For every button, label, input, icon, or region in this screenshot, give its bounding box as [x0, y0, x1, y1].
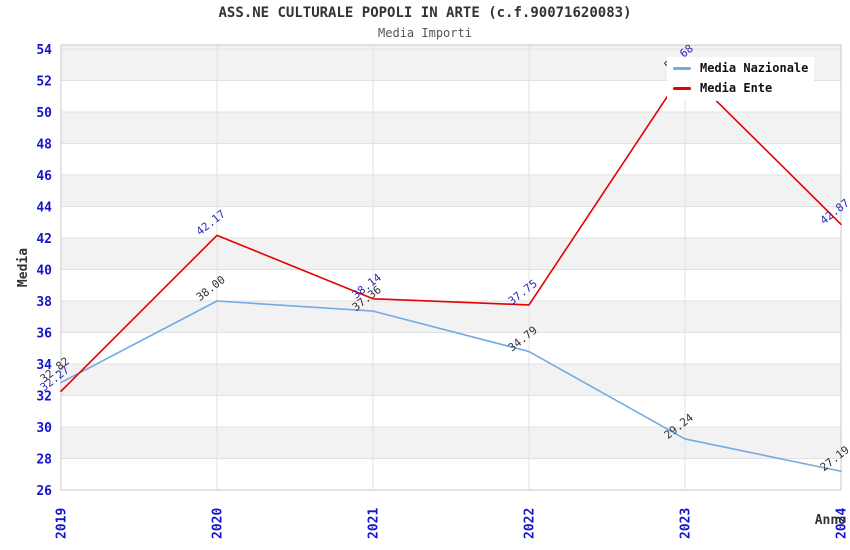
y-tick-label: 48 [36, 138, 52, 153]
y-axis-title: Media [16, 248, 31, 287]
plot-band [61, 238, 841, 270]
legend-label-media-nazionale: Media Nazionale [700, 61, 809, 75]
y-tick-label: 54 [36, 43, 52, 58]
x-tick-label: 2022 [523, 508, 538, 539]
y-tick-label: 38 [36, 295, 52, 310]
plot-band [61, 301, 841, 333]
plot-band [61, 364, 841, 396]
chart-title: ASS.NE CULTURALE POPOLI IN ARTE (c.f.900… [218, 5, 632, 21]
y-tick-label: 46 [36, 169, 52, 184]
media-ente-line-swatch [673, 86, 691, 90]
y-tick-label: 30 [36, 421, 52, 436]
y-tick-label: 32 [36, 390, 52, 405]
y-tick-label: 36 [36, 327, 52, 342]
x-tick-label: 2024 [835, 508, 850, 539]
media-nazionale-line-swatch [673, 66, 691, 70]
x-tick-label: 2019 [55, 508, 70, 539]
y-tick-label: 26 [36, 484, 52, 499]
legend: Media Nazionale Media Ente [667, 57, 815, 101]
y-tick-label: 40 [36, 264, 52, 279]
plot-band [61, 112, 841, 144]
plot-band [61, 427, 841, 459]
y-tick-label: 28 [36, 453, 52, 468]
y-tick-label: 42 [36, 232, 52, 247]
series-line-media-nazionale[interactable] [60, 300, 842, 473]
legend-item-media-nazionale[interactable]: Media Nazionale [673, 58, 809, 78]
data-label: 42.17 [194, 207, 228, 238]
plot-border [60, 44, 842, 491]
y-tick-label: 34 [36, 358, 52, 373]
legend-label-media-ente: Media Ente [700, 81, 773, 95]
y-tick-label: 52 [36, 75, 52, 90]
y-tick-label: 44 [36, 201, 52, 216]
x-tick-label: 2020 [211, 508, 226, 539]
data-label: 38.00 [194, 273, 228, 304]
legend-item-media-ente[interactable]: Media Ente [673, 78, 809, 98]
x-axis-title: Anno [815, 513, 846, 528]
x-tick-label: 2023 [679, 508, 694, 539]
chart-subtitle: Media Importi [378, 26, 472, 40]
plot-band [61, 175, 841, 207]
y-tick-label: 50 [36, 106, 52, 121]
x-tick-label: 2021 [367, 508, 382, 539]
